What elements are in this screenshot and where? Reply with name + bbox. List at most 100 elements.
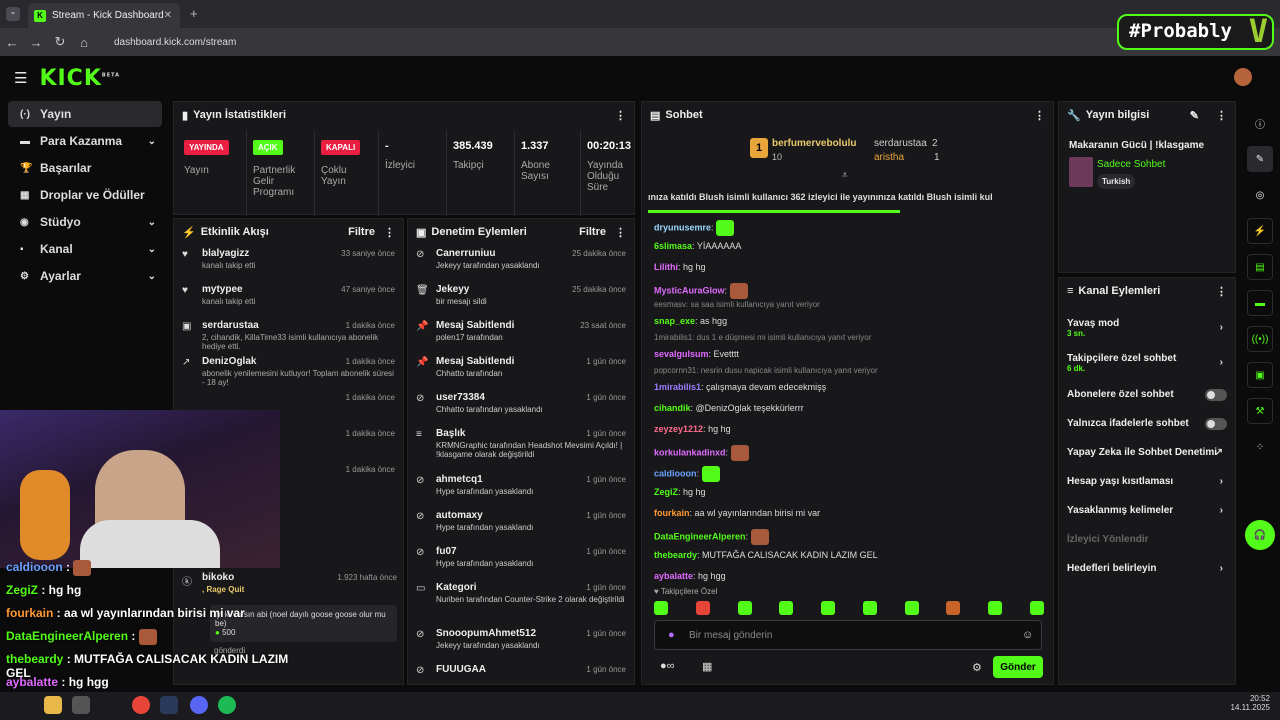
channel-action-item[interactable]: Yapay Zeka ile Sohbet Denetimi ↗ <box>1059 438 1235 467</box>
info-icon[interactable]: ⓘ <box>1255 119 1265 131</box>
list-item[interactable]: 📌 Mesaj Sabitlendi Chhatto tarafından 1 gün… <box>416 353 626 389</box>
shield-icon[interactable]: ▣ <box>1247 362 1273 388</box>
emote-icon[interactable] <box>779 601 794 615</box>
sidebar-item[interactable]: (·) Yayın <box>8 101 162 127</box>
list-item[interactable]: ♥ blalyagizz kanalı takip etti 33 saniye ön… <box>182 245 395 281</box>
leader2-name[interactable]: serdarustaa <box>874 138 927 149</box>
settings-icon[interactable]: ⚙ <box>972 662 982 674</box>
edit-icon[interactable]: ✎ <box>1189 109 1199 122</box>
chat-message[interactable]: DataEngineerAlperen: <box>654 529 769 545</box>
emote-icon[interactable] <box>862 601 877 615</box>
emote-icon[interactable] <box>654 601 668 615</box>
url-field[interactable]: dashboard.kick.com/stream <box>114 36 237 48</box>
list-item[interactable]: ⊘ Canerruniuu Jekeyy tarafından yasaklandı… <box>416 245 626 281</box>
chat-message[interactable]: ZegiZ: hg hg <box>654 487 706 497</box>
toggle-switch[interactable] <box>1205 388 1227 401</box>
hamburger-menu-icon[interactable]: ☰ <box>14 70 28 87</box>
chat-username[interactable]: ZegiZ <box>654 487 678 497</box>
mic-icon[interactable]: ● <box>668 629 675 641</box>
close-icon[interactable]: ✕ <box>163 10 172 21</box>
emote-icon[interactable] <box>904 601 919 615</box>
sidebar-item[interactable]: ▦ Droplar ve Ödüller <box>8 182 162 208</box>
chat-bubble-icon[interactable]: ▬ <box>1247 290 1273 316</box>
leader-name[interactable]: berfumervebolulu <box>772 138 857 149</box>
toggle-switch[interactable] <box>1205 417 1227 430</box>
forward-icon[interactable]: → <box>29 34 43 50</box>
sidebar-item[interactable]: ◉ Stüdyo ⌄ <box>8 209 162 235</box>
kick-logo[interactable]: KICKBETA <box>39 66 120 91</box>
files-icon[interactable] <box>44 696 62 714</box>
channel-action-item[interactable]: Yavaş mod 3 sn. › <box>1059 310 1235 345</box>
sidebar-item[interactable]: 🏆 Başarılar <box>8 155 162 181</box>
chat-message[interactable]: 6slimasa: YİAAAAAA <box>654 241 741 251</box>
more-icon[interactable]: ⋮ <box>615 109 626 122</box>
discord-icon[interactable] <box>190 696 208 714</box>
store-icon[interactable]: ▦ <box>702 661 713 673</box>
list-item[interactable]: ▣ serdarustaa 2, cihandik, KillaTime33 isi… <box>182 317 395 353</box>
list-item[interactable]: ⊘ fu07 Hype tarafından yasaklandı 1 gün önc… <box>416 543 626 579</box>
emote-icon[interactable] <box>988 601 1003 615</box>
browser-tab[interactable]: K Stream - Kick Dashboard ✕ <box>28 3 180 28</box>
chat-input[interactable]: Bir mesaj gönderin <box>654 620 1042 650</box>
list-item[interactable]: ≡ Başlık KRMNGraphic tarafından Headshot M… <box>416 425 626 471</box>
list-item[interactable]: 1 dakika önce <box>182 389 395 425</box>
list-item[interactable]: ↗ DenizOglak abonelik yenilemesini kutluyo… <box>182 353 395 389</box>
more-tools-icon[interactable]: ⁘ <box>1255 441 1265 453</box>
sidebar-item[interactable]: ▬ Para Kazanma ⌄ <box>8 128 162 154</box>
spotify-icon[interactable] <box>218 696 236 714</box>
chat-username[interactable]: cihandik <box>654 403 691 413</box>
list-item[interactable]: 1 dakika önce <box>182 461 395 497</box>
more-icon[interactable]: ⋮ <box>1216 109 1227 122</box>
chat-username[interactable]: MysticAuraGlow <box>654 285 725 296</box>
list-item[interactable]: 1 dakika önce <box>182 425 395 461</box>
channel-action-item[interactable]: Abonelere özel sohbet <box>1059 380 1235 409</box>
chat-username[interactable]: snap_exe <box>654 316 696 326</box>
user-avatar[interactable] <box>1234 68 1252 86</box>
channel-action-item[interactable]: Yalnızca ifadelerle sohbet <box>1059 409 1235 438</box>
list-item[interactable]: 📌 Mesaj Sabitlendi polen17 tarafından 23 sa… <box>416 317 626 353</box>
emote-icon[interactable] <box>821 601 836 615</box>
list-item[interactable]: ⊘ automaxy Hype tarafından yasaklandı 1 gün… <box>416 507 626 543</box>
collapse-icon[interactable]: ⩡ <box>842 170 848 181</box>
app-icon[interactable] <box>72 696 90 714</box>
chat-username[interactable]: fourkain <box>654 508 690 518</box>
target-icon[interactable]: ◎ <box>1255 189 1265 201</box>
channel-action-item[interactable]: Hedefleri belirleyin › <box>1059 554 1235 583</box>
pencil-icon[interactable]: ✎ <box>1247 146 1273 172</box>
emoji-icon[interactable]: ☺ <box>1022 629 1034 641</box>
more-icon[interactable]: ⋮ <box>384 226 395 239</box>
list-item[interactable]: 🗑 Jekeyy bir mesajı sildi 25 dakika önce <box>416 281 626 317</box>
emote-icon[interactable] <box>1029 601 1044 615</box>
emote-icon[interactable] <box>737 601 752 615</box>
chat-message[interactable]: dryunusemre: <box>654 220 735 236</box>
chat-username[interactable]: Lilithi <box>654 262 678 272</box>
list-item[interactable]: ⊘ SnooopumAhmet512 Jekeyy tarafından yasak… <box>416 625 626 661</box>
chat-message[interactable]: cihandik: @DenizOglak teşekkürlerrr <box>654 403 804 413</box>
more-icon[interactable]: ⋮ <box>615 226 626 239</box>
chat-username[interactable]: 6slimasa <box>654 241 693 251</box>
chat-username[interactable]: aybalatte <box>654 571 694 581</box>
moderation-filter-button[interactable]: Filtre <box>579 226 606 238</box>
chat-message[interactable]: korkulankadinxd: <box>654 445 749 461</box>
chat-username[interactable]: sevalgulsum <box>654 349 709 359</box>
chat-username[interactable]: zeyzey1212 <box>654 424 704 434</box>
list-item[interactable]: ⓚ bikoko , Rage Quit 1.923 hafta önce <box>182 569 397 605</box>
chrome-icon[interactable] <box>132 696 150 714</box>
chat-message[interactable]: zeyzey1212: hg hg <box>654 424 731 434</box>
back-icon[interactable]: ← <box>5 34 19 50</box>
tab-menu-button[interactable]: ⌄ <box>6 7 20 21</box>
chat-username[interactable]: korkulankadinxd <box>654 447 726 458</box>
list-item[interactable]: ♥ mytypee kanalı takip etti 47 saniye önce <box>182 281 395 317</box>
home-icon[interactable]: ⌂ <box>80 34 88 50</box>
support-icon[interactable]: 🎧 <box>1245 520 1275 550</box>
chat-message[interactable]: caldiooon: <box>654 466 720 482</box>
bolt-icon[interactable]: ⚡ <box>1247 218 1273 244</box>
more-icon[interactable]: ⋮ <box>1216 285 1227 298</box>
points-icon[interactable]: ●∞ <box>660 660 675 672</box>
list-item[interactable]: ⊘ user73384 Chhatto tarafından yasaklandı 1… <box>416 389 626 425</box>
emote-icon[interactable] <box>695 601 710 615</box>
sidebar-item[interactable]: ▪ Kanal ⌄ <box>8 236 162 262</box>
activity-filter-button[interactable]: Filtre <box>348 226 375 238</box>
new-tab-icon[interactable]: + <box>190 6 198 21</box>
category-name[interactable]: Sadece Sohbet <box>1097 159 1166 170</box>
